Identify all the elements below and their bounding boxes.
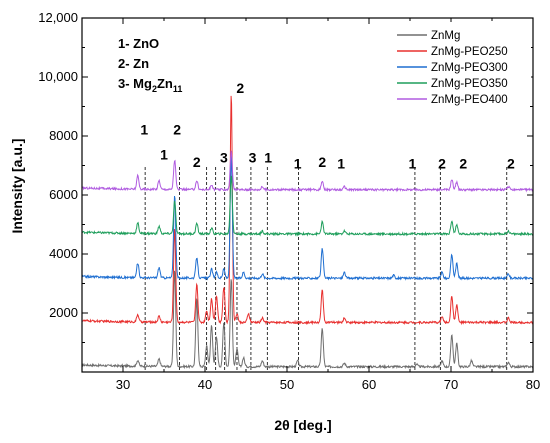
peak-label: 3 bbox=[220, 150, 228, 166]
peak-label: 2 bbox=[438, 155, 446, 171]
phase-key-item: 2- Zn bbox=[118, 56, 149, 71]
peak-label: 1 bbox=[337, 155, 345, 171]
legend-label: ZnMg-PEO400 bbox=[431, 94, 508, 106]
x-axis-title: 2θ [deg.] bbox=[274, 417, 331, 433]
legend-label: ZnMg bbox=[431, 30, 460, 42]
y-tick-label: 12,000 bbox=[38, 10, 78, 25]
peak-label: 1 bbox=[160, 147, 168, 163]
peak-label: 1 bbox=[294, 155, 302, 171]
peak-labels: 1 21 2 323 1 1 2 1 1 2 2 2 bbox=[140, 80, 515, 171]
peak-label: 2 bbox=[193, 154, 201, 170]
phase-key-item: 1- ZnO bbox=[118, 36, 159, 51]
y-axis-title: Intensity [a.u.] bbox=[9, 139, 25, 234]
phase-key: 1- ZnO 2- Zn 3- Mg2Zn11 bbox=[118, 36, 182, 94]
peak-label: 2 bbox=[318, 154, 326, 170]
y-tick-label: 2000 bbox=[49, 305, 78, 320]
series-line bbox=[82, 150, 533, 193]
series-line bbox=[82, 155, 533, 281]
x-tick-label: 80 bbox=[526, 377, 540, 392]
series-line bbox=[82, 175, 533, 237]
phase-key-item: 3- Mg2Zn11 bbox=[118, 76, 182, 94]
series-line bbox=[82, 270, 533, 370]
x-tick-label: 70 bbox=[444, 377, 458, 392]
x-tick-label: 60 bbox=[362, 377, 376, 392]
peak-label: 2 bbox=[173, 122, 181, 138]
y-tick-label: 4000 bbox=[49, 246, 78, 261]
legend-label: ZnMg-PEO300 bbox=[431, 62, 508, 74]
peak-label: 1 bbox=[409, 155, 417, 171]
x-tick-label: 40 bbox=[198, 377, 212, 392]
y-tick-label: 6000 bbox=[49, 187, 78, 202]
y-tick-label: 10,000 bbox=[38, 69, 78, 84]
legend: ZnMg ZnMg-PEO250 ZnMg-PEO300 ZnMg-PEO350 ZnM… bbox=[392, 22, 531, 106]
peak-label: 2 bbox=[459, 155, 467, 171]
x-tick-label: 50 bbox=[280, 377, 294, 392]
x-tick-label: 30 bbox=[116, 377, 130, 392]
peak-label: 2 bbox=[507, 155, 515, 171]
legend-label: ZnMg-PEO350 bbox=[431, 78, 508, 90]
series-line bbox=[82, 95, 533, 326]
peak-label: 3 bbox=[249, 150, 257, 166]
legend-label: ZnMg-PEO250 bbox=[431, 46, 508, 58]
peak-label: 1 bbox=[140, 122, 148, 138]
axes: 30 40 50 60 70 80 2000 4000 6000 8000 10,000 12,000 bbox=[38, 10, 540, 392]
peak-label: 1 bbox=[264, 150, 272, 166]
y-tick-label: 8000 bbox=[49, 128, 78, 143]
series-layer bbox=[82, 95, 533, 370]
peak-label: 2 bbox=[236, 80, 244, 96]
